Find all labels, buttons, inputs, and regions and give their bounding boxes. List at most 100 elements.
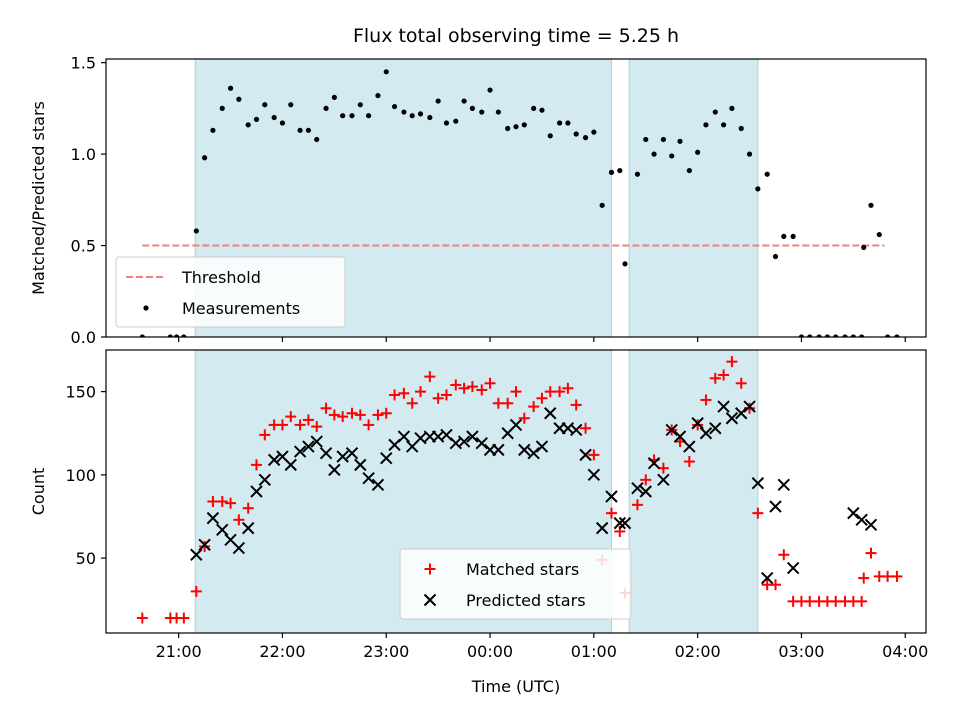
panel-1-series-1-point-55 [665,423,678,437]
x-tick-label-5: 02:00 [675,642,721,661]
panel-1-series-1-point-8 [258,473,272,487]
panel-0-series-0-point-60 [677,138,683,144]
panel-0-series-0-point-25 [375,92,381,99]
panel-0-series-0-point-42 [521,122,527,128]
panel-1-series-1-point-47 [595,521,609,535]
panel-1-y-axis-label: Count [29,468,48,516]
panel-1-series-1-point-3-b [216,523,229,536]
panel-1-series-1-point-18 [345,447,359,460]
panel-1-series-1-point-12 [293,445,307,458]
panel-1-series-1-point-24 [397,430,411,443]
panel-1-series-1-point-69-b [786,561,800,575]
panel-1-series-0-point-35 [458,382,470,394]
panel-1-series-0-point-44 [536,392,548,404]
chart-title: Flux total observing time = 5.25 h [353,25,679,47]
panel-1-legend-box [399,548,632,620]
panel-0-series-0-point-55 [634,171,641,177]
panel-1-series-1-point-18-b [345,447,359,460]
panel-1-series-0-point-26 [380,407,392,419]
panel-1-series-0-point-0 [136,612,148,624]
panel-1-series-1-point-56-b [673,430,687,443]
panel-0-series-0-point-43 [531,105,537,111]
panel-1-series-0-point-30 [415,386,427,398]
panel-0-series-0-point-72 [781,233,787,240]
panel-1-series-1-point-7 [250,485,263,498]
panel-1-series-1-point-52 [639,485,652,498]
panel-0-frame [105,58,927,338]
panel-1-series-1-point-58-b [691,417,704,430]
panel-1-series-0-point-34 [450,379,462,391]
panel-1-y-tick-label-1: 100 [65,466,96,485]
panel-0-series-0-point-77 [824,334,830,337]
panel-0-series-0-point-10 [245,122,251,128]
legend-label-0-1: Measurements [182,299,300,318]
panel-1-series-1-point-0 [190,548,203,561]
panel-1-series-0-point-7 [216,495,228,507]
panel-1-series-0-point-6 [207,495,219,507]
panel-1-series-0-point-8 [225,497,237,509]
panel-1-series-1-point-54-b [657,473,670,487]
panel-1-series-1-point-62 [725,412,739,425]
panel-0-series-0-point-23 [357,102,363,108]
panel-1-series-1-point-44 [569,423,583,437]
panel-0-series-0-point-44 [539,107,545,113]
panel-1-series-1-point-21 [371,478,385,492]
legend-swatch-1-1 [423,593,437,607]
panel-0-series-0-point-80 [850,334,856,337]
panel-0-series-0-point-15 [288,102,294,108]
panel-1-series-1-point-12-b [293,445,307,458]
panel-0-series-0-point-58 [660,136,666,143]
panel-1-series-1-point-1-b [198,538,211,551]
panel-1-series-1-point-65 [751,476,765,490]
panel-1-series-0-point-3 [178,612,190,624]
panel-1-series-0-point-83 [865,547,877,559]
panel-1-series-1-point-4-b [224,533,237,546]
panel-1-series-1-point-59-b [699,427,713,440]
panel-1-series-1-point-14-b [310,435,323,448]
panel-1-series-1-point-48 [605,490,618,503]
panel-1-series-0-point-16 [294,419,306,431]
panel-1-series-0-point-31 [424,371,436,383]
panel-1-series-0-point-32 [432,392,444,404]
panel-1-series-1-point-20-b [362,471,375,485]
panel-1-series-1-point-7-b [250,485,263,498]
panel-1-series-1-point-58 [691,417,704,430]
panel-0-series-0-point-34 [453,118,459,124]
panel-1-series-1-point-37 [509,418,523,432]
panel-1-series-1-point-53-b [647,456,661,470]
panel-1-series-1-point-45-b [579,448,592,462]
panel-1-series-1-point-59 [699,427,713,440]
panel-1-series-1-point-33 [475,437,488,450]
panel-1-series-1-point-10-b [276,450,289,463]
panel-0-series-0-point-56 [643,136,649,143]
panel-0-series-0-point-30 [417,111,424,117]
panel-1-series-1-point-71 [855,513,868,527]
panel-1-series-0-point-29 [406,397,418,409]
panel-1-series-1-point-35-b [492,443,505,457]
panel-1-series-1-point-57 [683,440,696,453]
panel-1-series-1-point-15-b [319,447,333,460]
panel-0-series-0-point-46 [556,120,563,126]
panel-1-series-1-point-65-b [751,476,765,490]
panel-1-series-0-point-23 [354,409,366,421]
panel-1-series-0-point-75 [804,595,816,607]
panel-1-series-1-point-6 [241,521,255,535]
panel-1-legend: Matched stars Predicted stars [399,548,632,620]
panel-1-series-1-point-72 [864,518,878,532]
panel-0-series-0-point-11 [253,116,260,122]
panel-1-series-1-point-63 [735,407,748,420]
panel-1-series-0-point-27 [389,389,401,401]
panel-0-series-0-point-16 [297,127,303,133]
panel-0-series-0-point-54 [622,261,628,267]
legend-swatch-1-1-b [423,593,437,607]
panel-0-series-0-point-3 [181,334,187,337]
panel-1-series-0-point-37 [476,384,488,396]
panel-1-series-0-point-5 [199,540,211,552]
panel-1-series-1-point-56 [673,430,687,443]
panel-1-series-1-point-68 [777,478,791,492]
panel-1-series-0-point-10 [242,502,254,514]
panel-1-series-1-point-57-b [683,440,696,453]
panel-1-series-0-point-12 [259,429,271,441]
panel-1-series-0-point-40 [502,397,514,409]
panel-0-series-0-point-17 [305,127,312,133]
